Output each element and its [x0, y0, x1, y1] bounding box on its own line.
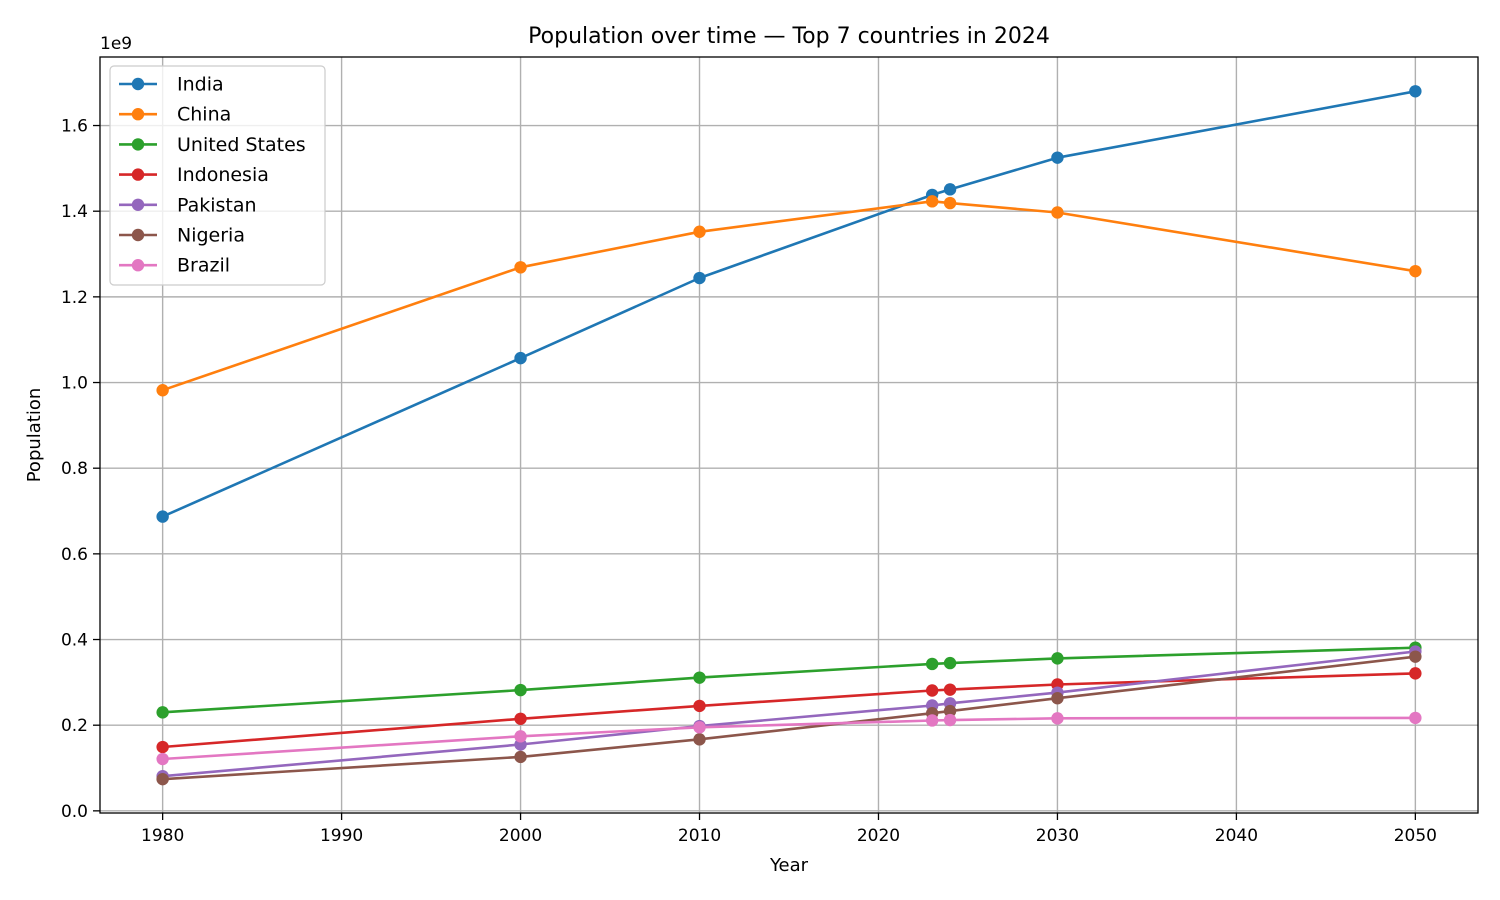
series-nigeria: [156, 650, 1422, 786]
y-tick-label: 0.8: [61, 459, 88, 479]
data-point-united-states: [943, 656, 957, 670]
y-tick-label: 0.2: [61, 716, 88, 736]
x-axis-label: Year: [769, 855, 809, 876]
data-point-china: [1051, 206, 1064, 219]
data-point-india: [943, 183, 957, 196]
data-point-brazil: [943, 713, 957, 727]
legend-swatch-marker: [131, 259, 145, 272]
y-tick-label: 0.0: [61, 802, 88, 822]
data-point-united-states: [156, 706, 169, 719]
x-tick-label: 2020: [857, 826, 900, 846]
series-india: [156, 85, 1422, 523]
data-point-indonesia: [693, 699, 706, 713]
data-point-united-states: [925, 657, 939, 671]
data-point-china: [1409, 264, 1422, 278]
data-point-nigeria: [156, 772, 169, 786]
x-tick-label: 2000: [499, 826, 542, 846]
legend-swatch-marker: [131, 168, 145, 181]
data-point-united-states: [1051, 652, 1064, 665]
y-tick-label: 1.2: [61, 288, 88, 308]
data-point-brazil: [1409, 711, 1422, 725]
legend-label: Brazil: [177, 255, 230, 277]
data-point-india: [1051, 151, 1064, 164]
y-tick-label: 1.6: [61, 117, 88, 137]
data-point-nigeria: [693, 733, 706, 746]
y-tick-label: 1.0: [61, 374, 88, 394]
legend-item-india: India: [119, 74, 224, 96]
legend-swatch-marker: [131, 228, 145, 242]
x-axis: 1980 1990 2000 2010 2020 2030 2040 2050: [141, 813, 1437, 846]
data-point-china: [693, 225, 706, 238]
data-point-china: [925, 195, 939, 208]
legend-label: Pakistan: [177, 194, 257, 216]
data-point-indonesia: [943, 683, 957, 696]
data-point-indonesia: [514, 712, 527, 725]
data-point-united-states: [514, 683, 527, 697]
legend-swatch-marker: [131, 198, 145, 211]
y-axis: 0.0 0.2 0.4 0.6 0.8 1.0 1.2 1.4 1.6: [61, 117, 100, 822]
x-tick-label: 1990: [320, 826, 363, 846]
data-point-nigeria: [514, 750, 527, 764]
data-point-indonesia: [156, 740, 169, 754]
legend-item-pakistan: Pakistan: [119, 194, 257, 216]
x-tick-label: 2010: [678, 826, 721, 846]
legend: India China United States Indonesia Pakistan…: [109, 65, 326, 286]
data-point-india: [514, 351, 527, 365]
data-point-brazil: [925, 714, 939, 727]
legend-item-united-states: United States: [119, 134, 306, 156]
y-tick-label: 1.4: [61, 202, 88, 222]
legend-label: China: [177, 104, 231, 126]
data-point-indonesia: [925, 684, 939, 697]
legend-item-nigeria: Nigeria: [119, 225, 245, 247]
data-point-brazil: [1051, 712, 1064, 725]
x-tick-label: 1980: [141, 826, 184, 846]
data-point-india: [1409, 85, 1422, 98]
data-point-china: [156, 384, 169, 397]
y-axis-label: Population: [24, 388, 45, 483]
legend-item-indonesia: Indonesia: [119, 164, 269, 186]
plot-area-frame: [99, 56, 1479, 814]
x-tick-label: 2040: [1215, 826, 1258, 846]
series-layer: [156, 85, 1422, 786]
y-tick-label: 0.4: [61, 631, 88, 651]
data-point-china: [943, 196, 957, 210]
series-united-states: [156, 641, 1422, 719]
data-point-brazil: [693, 721, 706, 734]
legend-label: India: [177, 74, 224, 96]
legend-swatch-marker: [131, 77, 145, 91]
data-point-nigeria: [943, 704, 957, 718]
chart-title: Population over time — Top 7 countries i…: [528, 24, 1050, 49]
series-brazil: [156, 711, 1422, 766]
data-point-united-states: [693, 671, 706, 684]
legend-label: United States: [177, 134, 306, 156]
data-point-nigeria: [1409, 650, 1422, 663]
x-tick-label: 2050: [1394, 826, 1437, 846]
x-tick-label: 2030: [1036, 826, 1079, 846]
series-china: [156, 195, 1422, 397]
legend-item-brazil: Brazil: [119, 255, 230, 277]
legend-item-china: China: [119, 104, 231, 126]
data-point-brazil: [156, 752, 169, 766]
data-point-china: [514, 261, 527, 274]
series-indonesia: [156, 667, 1422, 754]
data-point-brazil: [514, 730, 527, 743]
data-point-nigeria: [1051, 692, 1064, 705]
legend-swatch-marker: [131, 108, 145, 121]
data-point-india: [693, 271, 706, 285]
legend-label: Indonesia: [177, 164, 269, 186]
y-tick-label: 0.6: [61, 545, 88, 565]
y-axis-offset-label: 1e9: [100, 34, 132, 54]
data-point-indonesia: [1409, 667, 1422, 680]
legend-label: Nigeria: [177, 225, 245, 247]
legend-swatch-marker: [131, 138, 145, 151]
data-point-india: [156, 510, 169, 523]
legend-frame: [109, 65, 326, 286]
